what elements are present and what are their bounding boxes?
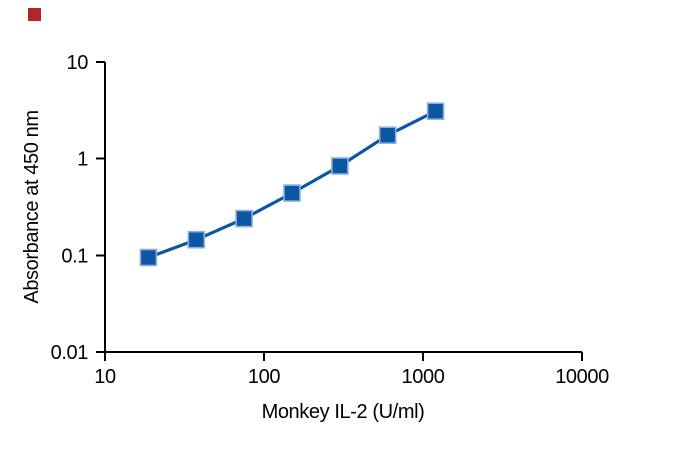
data-point-marker — [187, 230, 206, 249]
x-tick-label: 10 — [94, 366, 116, 388]
y-tick-label: 10 — [67, 52, 89, 74]
y-tick-label: 0.01 — [51, 342, 89, 364]
y-tick-label: 1 — [77, 149, 88, 171]
data-point-marker — [426, 102, 445, 120]
x-tick-label: 1000 — [402, 366, 445, 388]
y-tick-label: 0.1 — [61, 245, 88, 267]
x-axis-title: Monkey IL-2 (U/ml) — [261, 401, 425, 423]
x-tick-label: 100 — [248, 366, 280, 388]
data-point-marker — [139, 248, 158, 267]
data-point-marker — [283, 184, 301, 202]
data-point-marker — [235, 209, 253, 228]
axis-spine — [104, 62, 582, 353]
data-point-marker — [378, 126, 397, 144]
corner-red-square — [28, 8, 41, 21]
x-tick-label: 10000 — [555, 366, 609, 388]
y-axis-title: Absorbance at 450 nm — [21, 110, 43, 304]
data-point-marker — [331, 157, 349, 175]
